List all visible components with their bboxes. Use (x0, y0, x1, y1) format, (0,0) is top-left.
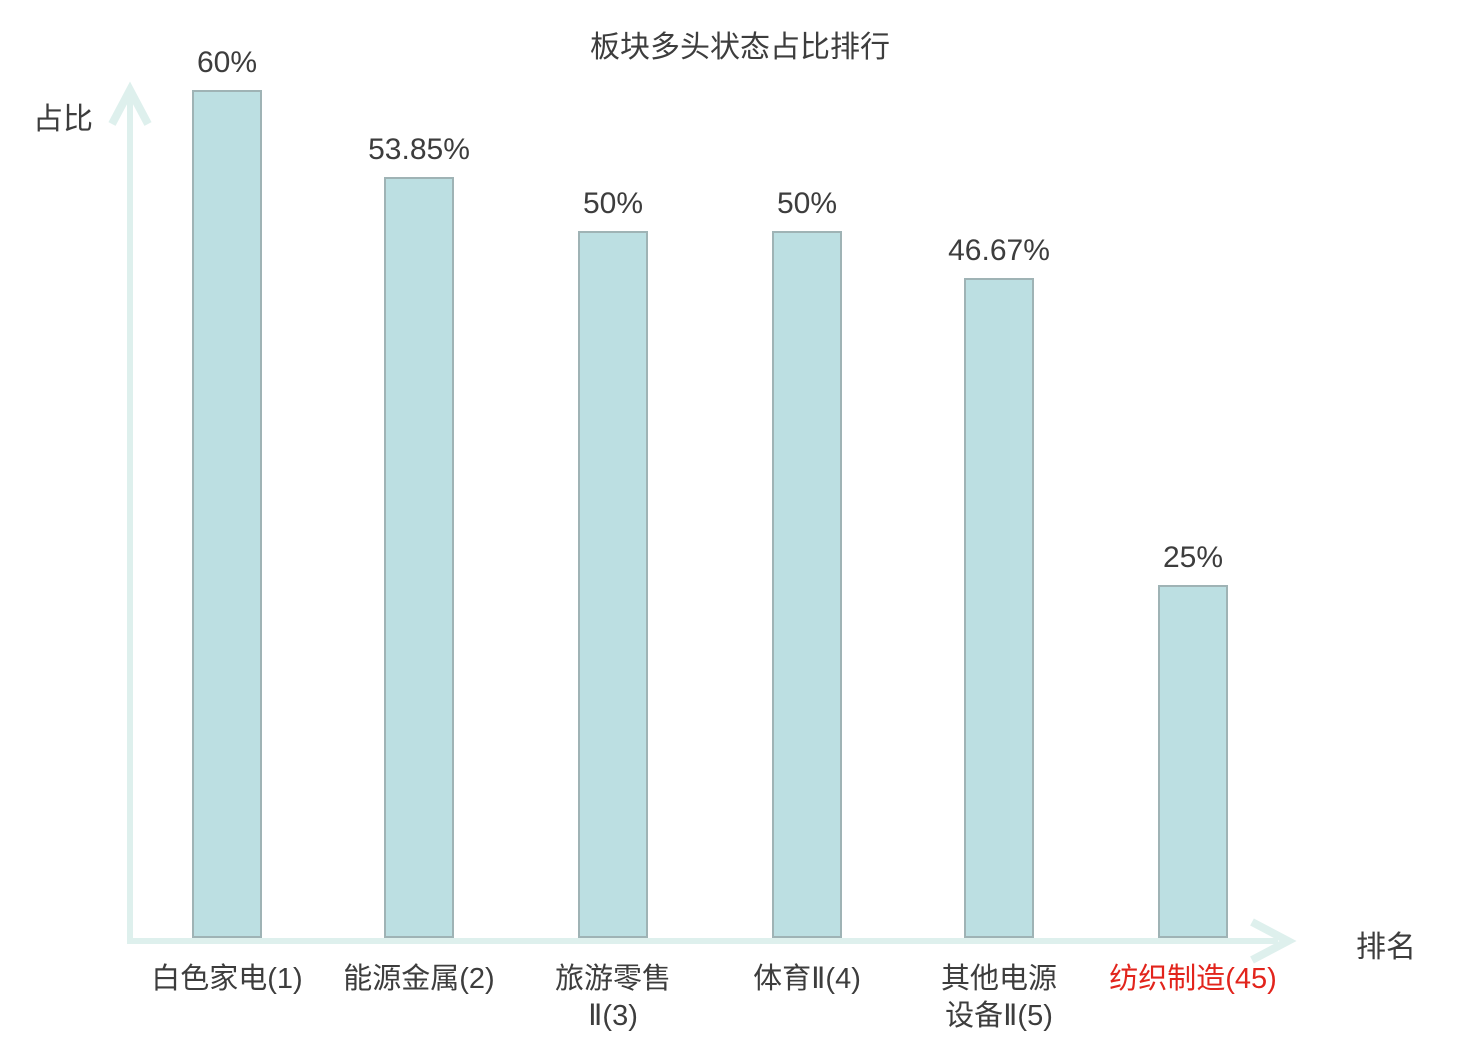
chart-title: 板块多头状态占比排行 (590, 31, 890, 64)
category-label-line: 能源金属(2) (343, 963, 495, 995)
bar (964, 278, 1034, 938)
x-axis-label: 排名 (1356, 931, 1416, 964)
category-label-line: 设备Ⅱ(5) (945, 1000, 1053, 1032)
category-label-line: 体育Ⅱ(4) (753, 963, 861, 995)
y-axis-label: 占比 (33, 103, 93, 136)
bar (192, 90, 262, 938)
category-label-line: 其他电源 (940, 963, 1058, 995)
category-label: 其他电源设备Ⅱ(5) (941, 961, 1057, 1035)
category-label: 白色家电(1) (151, 961, 302, 998)
bar-value-label: 60% (196, 46, 258, 79)
category-label: 体育Ⅱ(4) (753, 961, 861, 998)
category-label-line: Ⅱ(3) (588, 1000, 638, 1032)
bar-value-label: 53.85% (368, 133, 470, 166)
category-label-line: 旅游零售 (554, 963, 672, 995)
category-label: 能源金属(2) (343, 961, 494, 998)
bar-value-label: 25% (1162, 541, 1224, 574)
y-axis-arrow-icon (108, 81, 152, 126)
bar (772, 231, 842, 938)
bar-value-label: 50% (776, 187, 838, 220)
bar-value-label: 50% (582, 187, 644, 220)
bar (384, 177, 454, 938)
category-label-line: 纺织制造(45) (1109, 963, 1277, 995)
category-label: 旅游零售 Ⅱ(3) (555, 961, 671, 1035)
bar (578, 231, 648, 938)
bar (1158, 585, 1228, 938)
category-label-line: 白色家电(1) (151, 963, 303, 995)
category-label: 纺织制造(45) (1109, 961, 1277, 998)
bar-value-label: 46.67% (948, 234, 1050, 267)
x-axis-arrow-icon (1250, 918, 1297, 964)
